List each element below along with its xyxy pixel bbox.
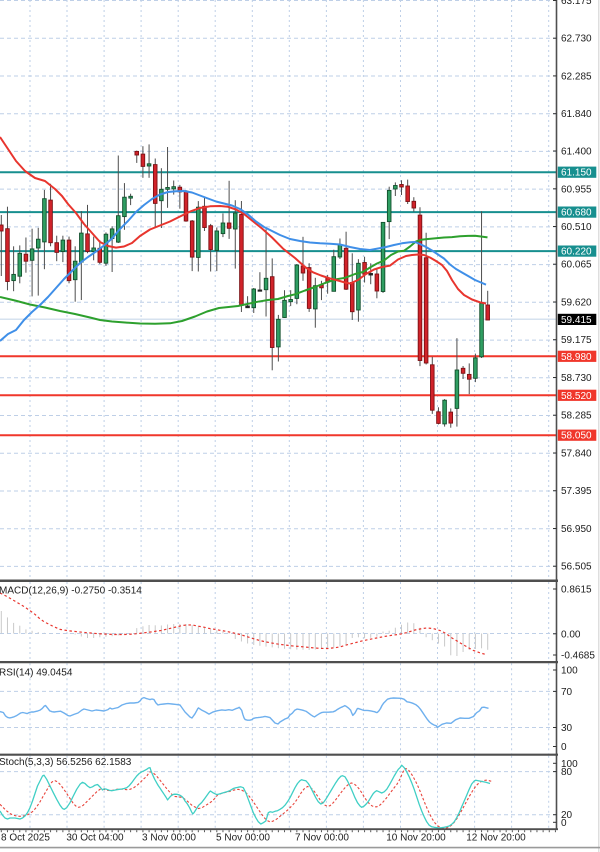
svg-text:0.8615: 0.8615 [561, 585, 592, 596]
svg-text:-0.4685: -0.4685 [561, 651, 595, 662]
svg-text:56.505: 56.505 [561, 562, 592, 573]
svg-text:57.840: 57.840 [561, 449, 592, 460]
svg-text:58.730: 58.730 [561, 373, 592, 384]
svg-text:5 Nov 00:00: 5 Nov 00:00 [216, 833, 270, 844]
svg-text:30: 30 [561, 723, 573, 734]
svg-text:MACD(12,26,9) -0.2750 -0.3514: MACD(12,26,9) -0.2750 -0.3514 [0, 586, 142, 597]
svg-text:61.400: 61.400 [561, 147, 592, 158]
svg-text:61.150: 61.150 [561, 168, 592, 179]
svg-text:0: 0 [561, 742, 567, 753]
svg-text:20: 20 [561, 810, 573, 821]
svg-text:58.520: 58.520 [561, 391, 592, 402]
svg-text:12 Nov 20:00: 12 Nov 20:00 [466, 833, 526, 844]
svg-text:59.620: 59.620 [561, 298, 592, 309]
svg-text:60.220: 60.220 [561, 247, 592, 258]
svg-text:0.00: 0.00 [561, 629, 581, 640]
svg-text:62.730: 62.730 [561, 34, 592, 45]
svg-text:61.840: 61.840 [561, 109, 592, 120]
svg-text:63.175: 63.175 [561, 0, 592, 7]
svg-text:59.175: 59.175 [561, 335, 592, 346]
svg-text:10 Nov 20:00: 10 Nov 20:00 [386, 833, 446, 844]
svg-text:Stoch(5,3,3) 56.5256 62.1583: Stoch(5,3,3) 56.5256 62.1583 [0, 757, 132, 768]
svg-text:56.950: 56.950 [561, 524, 592, 535]
svg-text:100: 100 [561, 759, 578, 770]
svg-text:58.050: 58.050 [561, 431, 592, 442]
svg-text:30 Oct 04:00: 30 Oct 04:00 [66, 833, 124, 844]
svg-text:60.510: 60.510 [561, 222, 592, 233]
svg-text:8 Oct 2025: 8 Oct 2025 [1, 833, 50, 844]
svg-text:0: 0 [561, 818, 567, 829]
svg-text:59.415: 59.415 [561, 315, 592, 326]
svg-text:100: 100 [561, 666, 578, 677]
svg-text:58.285: 58.285 [561, 411, 592, 422]
svg-text:80: 80 [561, 767, 573, 778]
svg-text:60.680: 60.680 [561, 208, 592, 219]
svg-text:3 Nov 00:00: 3 Nov 00:00 [142, 833, 196, 844]
svg-text:58.980: 58.980 [561, 352, 592, 363]
svg-text:60.065: 60.065 [561, 260, 592, 271]
svg-text:70: 70 [561, 687, 573, 698]
svg-text:7 Nov 00:00: 7 Nov 00:00 [295, 833, 349, 844]
svg-text:60.955: 60.955 [561, 184, 592, 195]
svg-text:62.285: 62.285 [561, 71, 592, 82]
svg-text:57.395: 57.395 [561, 486, 592, 497]
svg-text:RSI(14) 49.0454: RSI(14) 49.0454 [0, 668, 73, 679]
